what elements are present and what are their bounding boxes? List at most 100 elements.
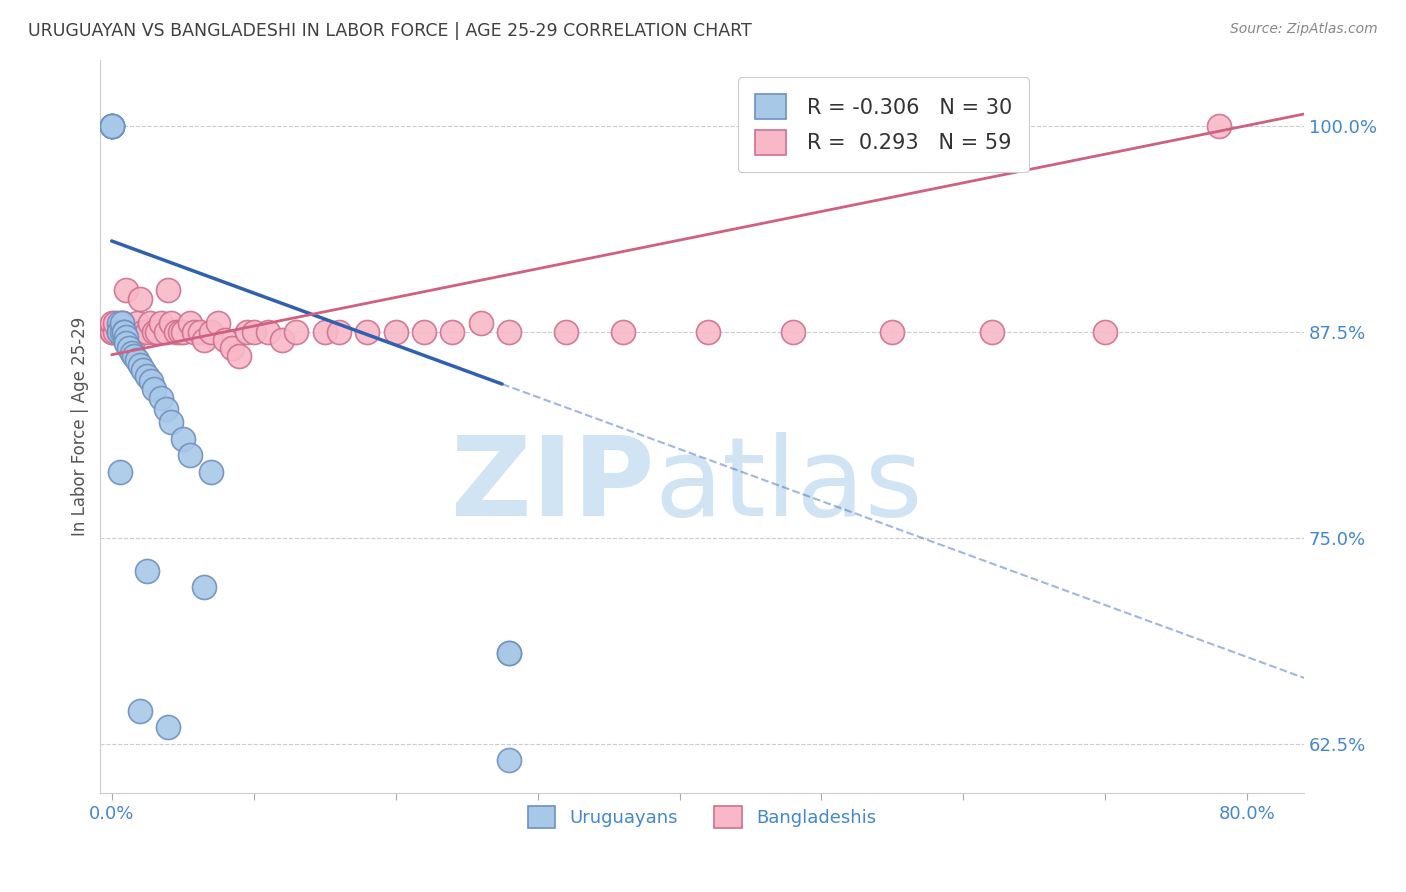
Point	[114, 325, 136, 339]
Point	[122, 325, 145, 339]
Point	[193, 333, 215, 347]
Point	[121, 346, 143, 360]
Point	[214, 333, 236, 347]
Point	[111, 325, 134, 339]
Point	[228, 350, 250, 364]
Point	[136, 564, 159, 578]
Point	[107, 325, 129, 339]
Point	[498, 753, 520, 767]
Point	[110, 465, 132, 479]
Point	[107, 325, 129, 339]
Point	[115, 329, 138, 343]
Point	[100, 119, 122, 133]
Point	[200, 465, 222, 479]
Point	[107, 325, 129, 339]
Point	[118, 341, 141, 355]
Point	[172, 432, 194, 446]
Point	[555, 325, 578, 339]
Point	[100, 119, 122, 133]
Point	[980, 325, 1002, 339]
Point	[169, 325, 191, 339]
Point	[127, 352, 149, 367]
Point	[498, 646, 520, 660]
Point	[103, 317, 125, 331]
Point	[100, 317, 122, 331]
Point	[136, 325, 159, 339]
Point	[207, 317, 229, 331]
Point	[242, 325, 264, 339]
Point	[172, 325, 194, 339]
Point	[150, 317, 173, 331]
Point	[143, 325, 166, 339]
Point	[183, 325, 205, 339]
Point	[136, 369, 159, 384]
Point	[782, 325, 804, 339]
Y-axis label: In Labor Force | Age 25-29: In Labor Force | Age 25-29	[72, 317, 89, 536]
Point	[1094, 325, 1116, 339]
Point	[111, 317, 134, 331]
Point	[314, 325, 336, 339]
Point	[188, 325, 211, 339]
Text: Source: ZipAtlas.com: Source: ZipAtlas.com	[1230, 22, 1378, 37]
Point	[882, 325, 904, 339]
Point	[470, 317, 492, 331]
Point	[328, 325, 350, 339]
Point	[384, 325, 406, 339]
Point	[115, 336, 138, 351]
Point	[120, 333, 142, 347]
Point	[111, 317, 134, 331]
Point	[112, 317, 135, 331]
Point	[696, 325, 718, 339]
Point	[107, 325, 129, 339]
Point	[100, 119, 122, 133]
Point	[100, 119, 122, 133]
Point	[200, 325, 222, 339]
Point	[141, 374, 163, 388]
Text: atlas: atlas	[654, 432, 922, 539]
Point	[114, 325, 136, 339]
Point	[139, 317, 162, 331]
Point	[221, 341, 243, 355]
Point	[413, 325, 436, 339]
Text: URUGUAYAN VS BANGLADESHI IN LABOR FORCE | AGE 25-29 CORRELATION CHART: URUGUAYAN VS BANGLADESHI IN LABOR FORCE …	[28, 22, 752, 40]
Point	[129, 704, 152, 718]
Point	[441, 325, 464, 339]
Point	[155, 325, 177, 339]
Point	[100, 325, 122, 339]
Point	[1208, 119, 1230, 133]
Point	[124, 350, 146, 364]
Point	[132, 362, 155, 376]
Point	[146, 325, 169, 339]
Point	[179, 317, 201, 331]
Point	[285, 325, 308, 339]
Point	[165, 325, 187, 339]
Point	[157, 720, 180, 734]
Point	[157, 284, 180, 298]
Point	[100, 119, 122, 133]
Point	[150, 391, 173, 405]
Legend: Uruguayans, Bangladeshis: Uruguayans, Bangladeshis	[522, 799, 883, 836]
Point	[100, 325, 122, 339]
Point	[129, 292, 152, 306]
Point	[155, 402, 177, 417]
Point	[612, 325, 634, 339]
Point	[103, 325, 125, 339]
Point	[193, 580, 215, 594]
Point	[122, 333, 145, 347]
Point	[129, 358, 152, 372]
Point	[235, 325, 257, 339]
Point	[115, 284, 138, 298]
Point	[356, 325, 378, 339]
Text: ZIP: ZIP	[451, 432, 654, 539]
Point	[160, 415, 183, 429]
Point	[132, 325, 155, 339]
Point	[107, 317, 129, 331]
Point	[118, 325, 141, 339]
Point	[127, 317, 149, 331]
Point	[271, 333, 294, 347]
Point	[114, 325, 136, 339]
Point	[498, 325, 520, 339]
Point	[179, 448, 201, 462]
Point	[257, 325, 280, 339]
Point	[143, 383, 166, 397]
